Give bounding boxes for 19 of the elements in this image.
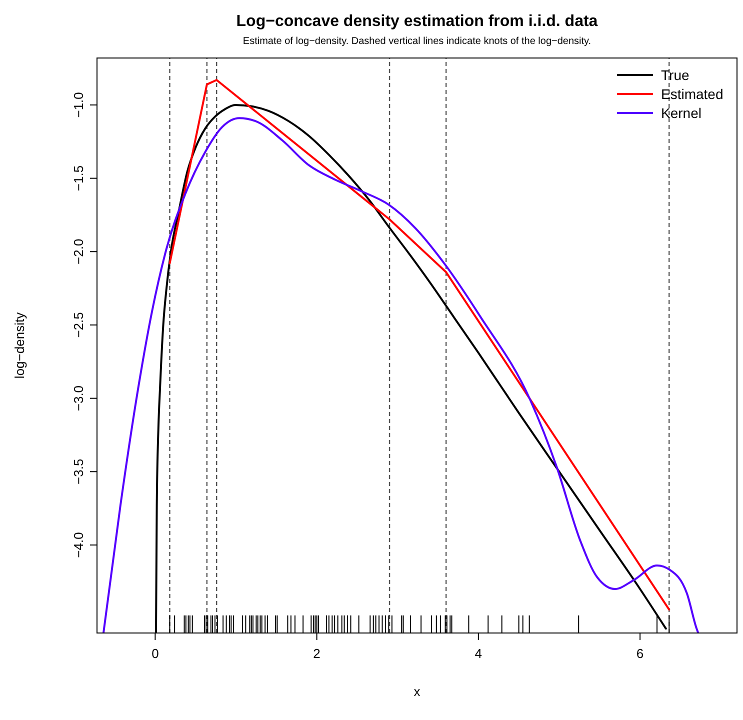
legend-label: Estimated [661,86,724,102]
line-series [102,117,700,633]
chart-title: Log−concave density estimation from i.i.d. data [236,13,598,30]
legend-label: Kernel [661,105,702,121]
y-tick-label: −2.5 [71,312,86,338]
y-tick-label: −4.0 [71,532,86,558]
x-axis-title: x [414,684,421,699]
y-tick-label: −1.5 [71,165,86,192]
x-tick-label: 4 [474,646,482,661]
x-tick-label: 6 [636,646,644,661]
chart-subtitle: Estimate of log−density. Dashed vertical lines indicate knots of the log−density. [242,36,592,47]
y-tick-label: −3.0 [71,385,86,412]
y-axis-title: log−density [12,312,27,379]
y-tick-label: −2.0 [71,238,86,264]
y-tick-label: −3.5 [71,458,86,484]
y-tick-label: −1.0 [71,92,86,118]
legend-label: True [661,67,690,83]
x-tick-label: 0 [152,646,159,661]
x-tick-label: 2 [313,646,320,661]
